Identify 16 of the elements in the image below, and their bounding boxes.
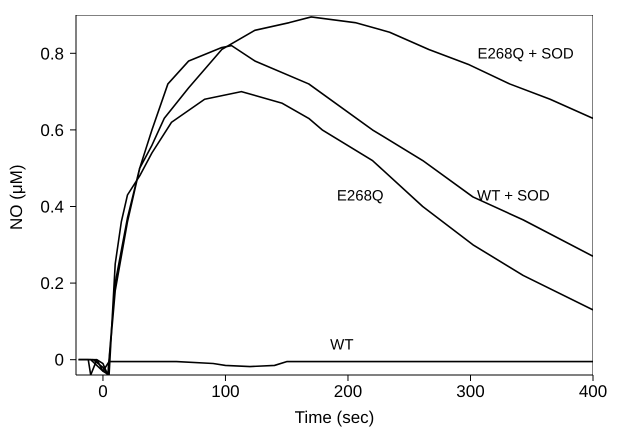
- y-tick-label: 0.8: [40, 44, 64, 64]
- series-label: E268Q: [336, 187, 384, 204]
- y-axis-title: NO (μM): [7, 164, 26, 230]
- series-label: WT + SOD: [477, 187, 550, 204]
- series-label: E268Q + SOD: [477, 46, 574, 63]
- series-label: WT: [330, 336, 354, 354]
- x-tick-label: 300: [456, 382, 485, 401]
- x-tick-label: 200: [334, 382, 362, 401]
- y-tick-label: 0: [54, 350, 64, 370]
- x-tick-label: 0: [98, 382, 108, 401]
- x-tick-label: 400: [578, 382, 608, 401]
- x-axis-title: Time (sec): [294, 408, 374, 427]
- y-tick-label: 0.2: [40, 274, 64, 294]
- x-tick-label: 100: [211, 382, 240, 401]
- y-tick-label: 0.4: [40, 197, 64, 216]
- y-tick-label: 0.6: [40, 120, 64, 140]
